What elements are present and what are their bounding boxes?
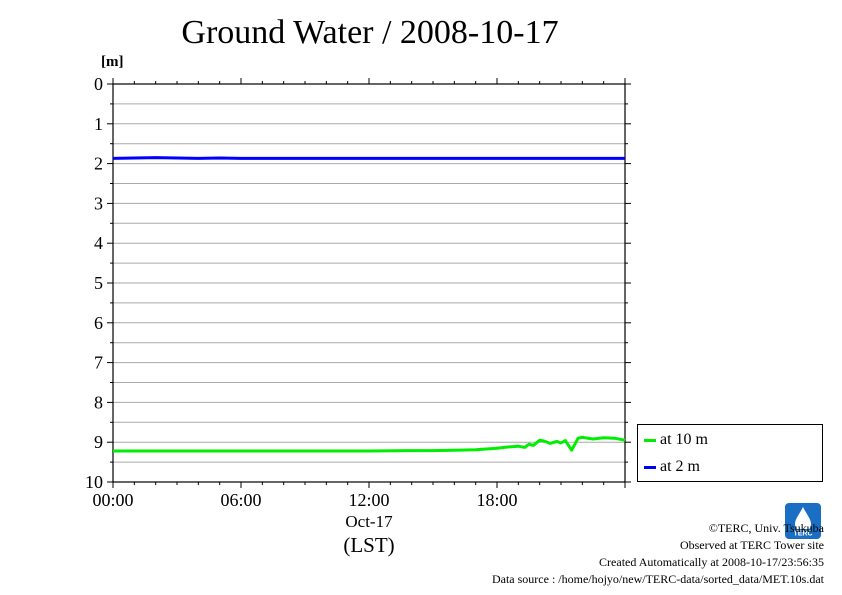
x-tick-label: 06:00 bbox=[220, 490, 261, 510]
y-tick-label: 7 bbox=[94, 353, 103, 373]
y-tick-label: 0 bbox=[94, 74, 103, 94]
y-tick-label: 6 bbox=[94, 313, 103, 333]
observed-text: Observed at TERC Tower site bbox=[679, 538, 824, 552]
y-tick-label: 8 bbox=[94, 392, 103, 412]
legend-item-2m: at 2 m bbox=[644, 457, 700, 477]
created-text: Created Automatically at 2008-10-17/23:5… bbox=[599, 555, 824, 569]
y-tick-label: 10 bbox=[85, 472, 103, 492]
x-date-label: Oct-17 bbox=[345, 512, 393, 531]
y-tick-label: 1 bbox=[94, 114, 103, 134]
y-tick-label: 4 bbox=[94, 233, 103, 253]
legend-swatch-2m bbox=[644, 465, 656, 469]
legend-label-2m: at 2 m bbox=[660, 458, 700, 475]
legend-label-10m: at 10 m bbox=[660, 431, 708, 448]
y-tick-label: 9 bbox=[94, 432, 103, 452]
chart-title: Ground Water / 2008-10-17 bbox=[181, 14, 559, 51]
x-tick-label: 12:00 bbox=[348, 490, 389, 510]
data-source-text: Data source : /home/hojyo/new/TERC-data/… bbox=[491, 572, 824, 586]
x-tick-label: 18:00 bbox=[476, 490, 517, 510]
legend-swatch-10m bbox=[644, 438, 656, 442]
y-tick-label: 3 bbox=[94, 193, 103, 213]
series-line-0 bbox=[113, 435, 626, 453]
y-axis-unit-label: [m] bbox=[101, 54, 124, 70]
logo-text: TERC bbox=[793, 531, 812, 538]
copyright-text: ©TERC, Univ. Tsukuba bbox=[708, 521, 824, 535]
legend: at 10 m at 2 m bbox=[637, 424, 823, 482]
x-tick-label: 00:00 bbox=[92, 490, 133, 510]
legend-item-10m: at 10 m bbox=[644, 430, 708, 450]
y-tick-label: 2 bbox=[94, 154, 103, 174]
series-line-1 bbox=[112, 156, 625, 160]
x-axis-label: (LST) bbox=[343, 533, 394, 557]
y-tick-label: 5 bbox=[94, 273, 103, 293]
terc-logo: TERC bbox=[785, 503, 821, 539]
